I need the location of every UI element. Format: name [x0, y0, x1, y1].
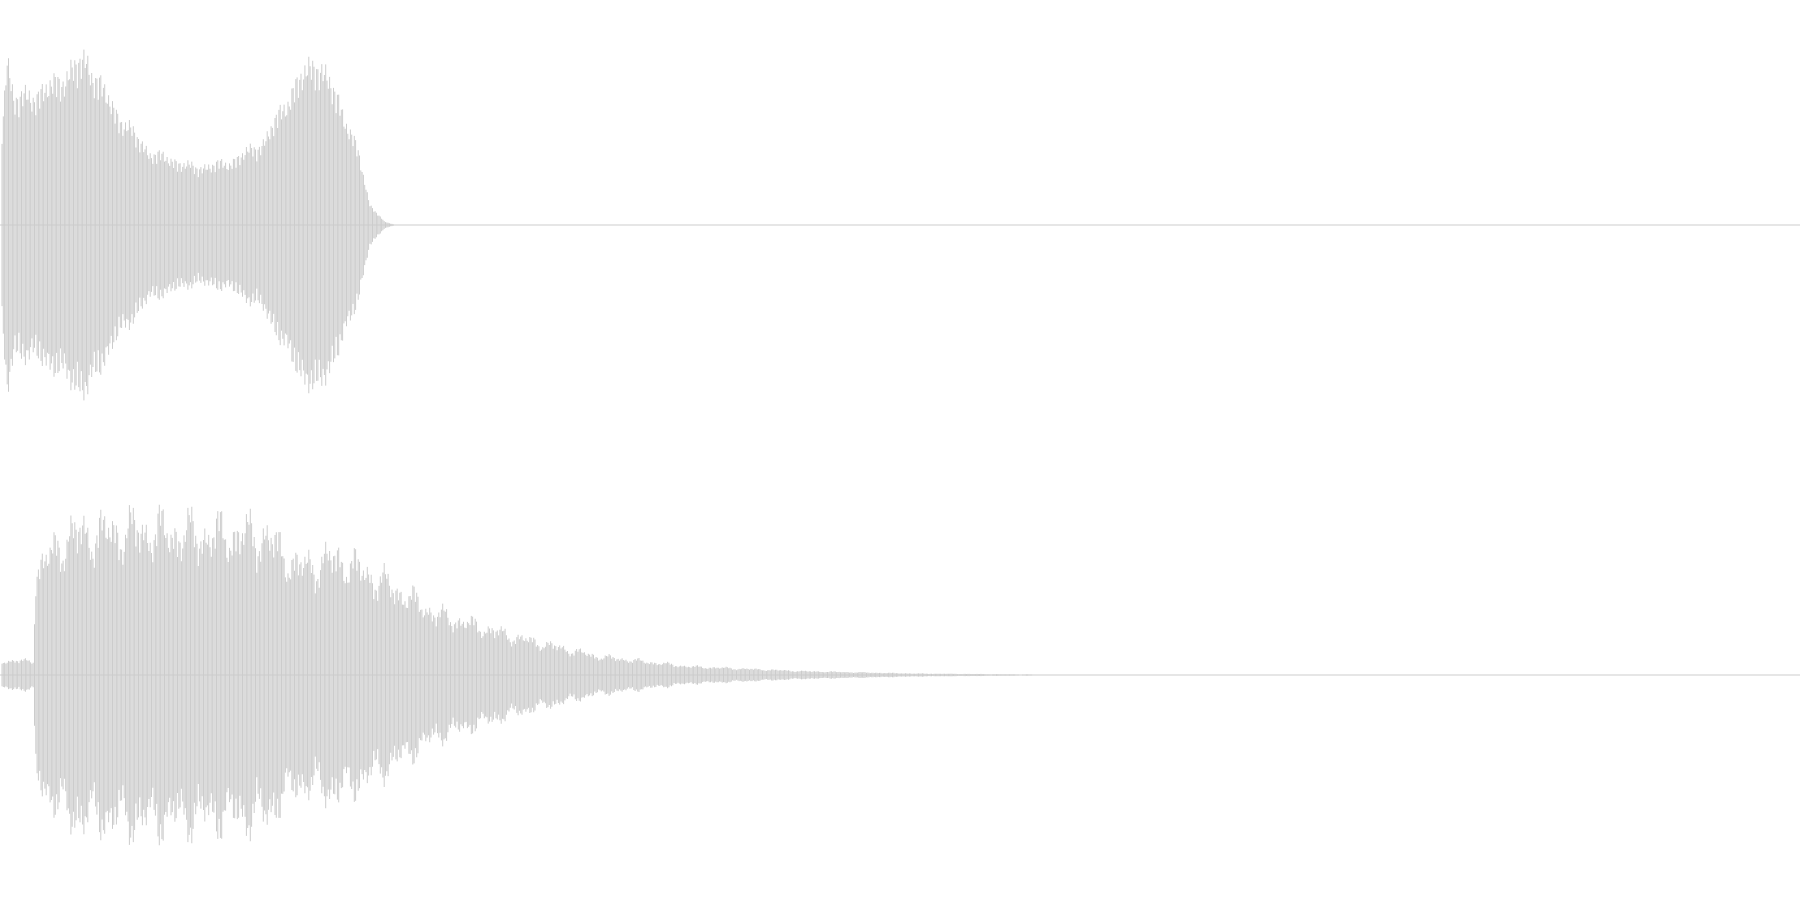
top-channel-waveform — [1, 49, 396, 401]
bottom-channel-waveform — [1, 504, 1044, 846]
